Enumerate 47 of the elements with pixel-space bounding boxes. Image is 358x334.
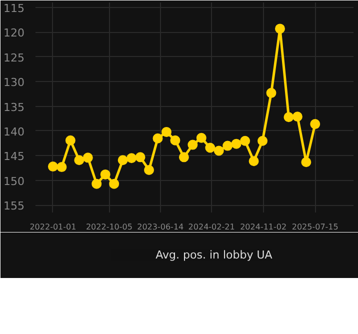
point <box>231 138 242 149</box>
y-tick-label: 150 <box>4 174 25 188</box>
y-tick-label: 130 <box>4 76 25 90</box>
y-tick-label: 145 <box>4 150 25 164</box>
point <box>56 162 67 172</box>
x-tick-label: 2024-11-02 <box>240 222 287 232</box>
point <box>65 135 76 146</box>
y-tick-label: 120 <box>4 26 25 40</box>
point <box>214 146 224 156</box>
point <box>248 156 259 166</box>
point <box>274 24 285 34</box>
point <box>188 140 198 150</box>
point <box>161 126 172 137</box>
x-tick-label: 2022-01-01 <box>30 222 76 232</box>
y-tick-label: 155 <box>4 200 25 213</box>
point <box>258 136 268 146</box>
point <box>240 136 250 146</box>
point <box>144 165 154 175</box>
point <box>82 152 93 163</box>
point <box>205 142 216 153</box>
point <box>196 132 206 143</box>
point <box>284 112 294 122</box>
point <box>48 162 58 172</box>
point <box>310 119 320 130</box>
x-tick-label: 2025-07-15 <box>292 222 338 232</box>
x-tick-label: 2024-02-21 <box>188 222 235 232</box>
y-tick-label: 125 <box>4 51 25 64</box>
point <box>100 169 110 180</box>
point <box>126 153 137 164</box>
y-tick-label: 140 <box>4 125 25 138</box>
point <box>92 178 102 189</box>
x-tick-label: 2023-06-14 <box>137 222 184 232</box>
point <box>292 112 302 122</box>
point <box>135 152 146 162</box>
x-tick-label: 2022-10-05 <box>86 222 132 232</box>
point <box>109 178 120 189</box>
point <box>118 155 128 166</box>
text: Avg. pos. in lobby UA <box>156 248 272 262</box>
point <box>170 135 180 146</box>
point <box>222 140 233 151</box>
point <box>178 152 189 162</box>
point <box>74 155 84 166</box>
y-tick-label: 115 <box>4 2 25 15</box>
point <box>266 88 276 98</box>
y-tick-label: 135 <box>4 100 25 114</box>
point <box>152 133 163 144</box>
point <box>301 157 312 168</box>
